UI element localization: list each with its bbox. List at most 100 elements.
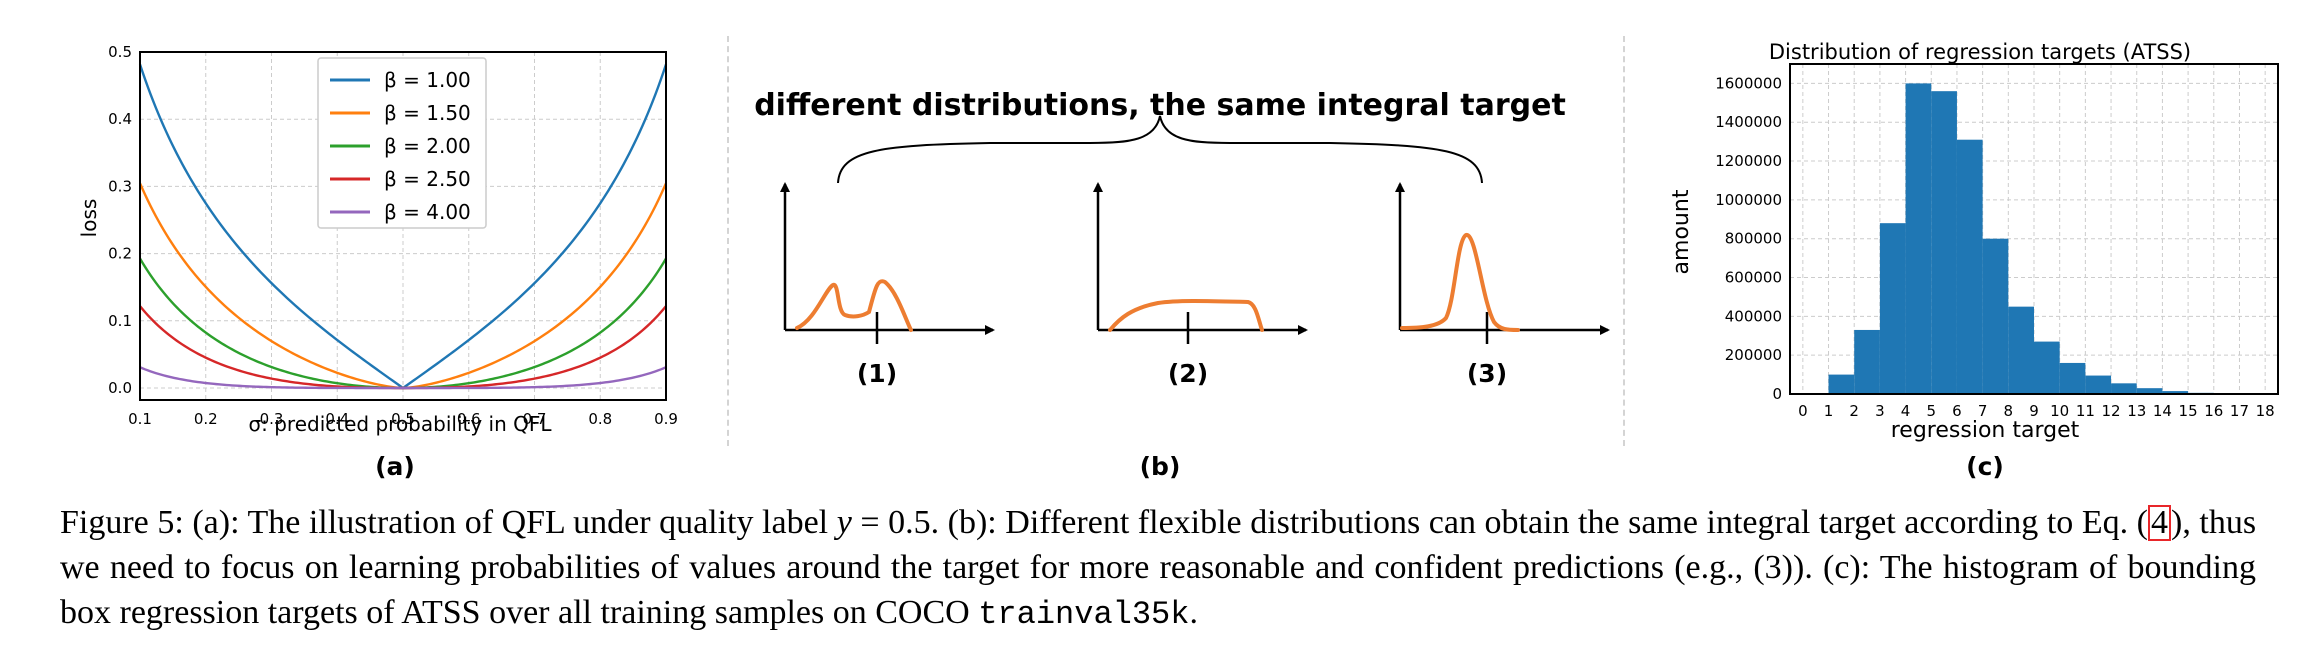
qfl-x-tick-label: 0.7 — [523, 410, 547, 428]
histogram-y-tick-label: 200000 — [1725, 346, 1782, 364]
separator-right — [1623, 36, 1625, 446]
histogram-x-tick-label: 13 — [2127, 402, 2146, 420]
histogram-x-tick-label: 15 — [2179, 402, 2198, 420]
histogram-x-tick-label: 5 — [1926, 402, 1936, 420]
histogram-x-tick-label: 16 — [2204, 402, 2223, 420]
histogram-y-tick-label: 800000 — [1725, 230, 1782, 248]
distribution-label: (3) — [1467, 359, 1507, 388]
qfl-plot-frame — [139, 51, 667, 401]
panel-b-distributions-diagram: different distributions, the same integr… — [730, 0, 1620, 490]
caption-ref-open: ( — [2136, 504, 2148, 541]
histogram-bar — [1931, 91, 1957, 395]
distribution-label: (1) — [857, 359, 897, 388]
histogram-bar — [1854, 329, 1880, 394]
histogram-y-ticks: 0 200000 400000 600000 800000 1000000 1200000 1… — [1715, 74, 1782, 403]
caption-end: . — [1189, 594, 1198, 631]
histogram-x-tick-label: 10 — [2050, 402, 2069, 420]
histogram-x-tick-label: 4 — [1901, 402, 1911, 420]
qfl-x-tick-label: 0.2 — [194, 410, 218, 428]
qfl-x-ticks: 0.1 0.2 0.3 0.4 0.5 0.6 0.7 0.8 0.9 — [128, 410, 678, 428]
qfl-legend-box — [317, 57, 487, 229]
caption-part-b: (b): Different flexible distributions ca… — [947, 504, 2129, 541]
qfl-y-tick-label: 0.1 — [108, 312, 132, 330]
qfl-x-tick-label: 0.1 — [128, 410, 152, 428]
histogram-x-tick-label: 1 — [1824, 402, 1834, 420]
qfl-y-ticks: 0.0 0.1 0.2 0.3 0.4 0.5 — [108, 43, 132, 397]
panel-c-histogram: Distribution of regression targets (ATSS… — [1630, 0, 2312, 490]
panel-a-label: (a) — [375, 452, 415, 481]
distribution-curve — [1400, 233, 1520, 332]
histogram-x-tick-label: 11 — [2076, 402, 2095, 420]
caption-dataset-name: trainval35k — [978, 596, 1190, 633]
qfl-y-tick-label: 0.4 — [108, 110, 132, 128]
histogram-x-tick-label: 8 — [2004, 402, 2014, 420]
qfl-x-axis-label: σ: predicted probability in QFL — [248, 412, 552, 436]
caption-part-a: (a): The illustration of QFL under quali… — [192, 504, 829, 541]
qfl-y-axis-label: loss — [77, 199, 101, 238]
histogram-y-tick-label: 1200000 — [1715, 152, 1782, 170]
distribution-curve — [795, 279, 913, 332]
histogram-plot-frame — [1789, 63, 2279, 395]
histogram-x-tick-label: 9 — [2029, 402, 2039, 420]
histogram-title: Distribution of regression targets (ATSS… — [1769, 40, 2191, 64]
histogram-bar — [2162, 391, 2189, 394]
histogram-x-tick-label: 14 — [2153, 402, 2172, 420]
distribution-diagrams: (1) (2) (3) — [780, 182, 1610, 388]
distribution-label: (2) — [1168, 359, 1208, 388]
histogram-bar — [1982, 238, 2009, 394]
histogram-bar — [1828, 374, 1855, 394]
caption-math-eq: = 0.5. — [851, 504, 940, 541]
figure-caption: Figure 5: (a): The illustration of QFL u… — [60, 500, 2256, 637]
qfl-y-tick-label: 0.0 — [108, 379, 132, 397]
histogram-y-axis-label: amount — [1669, 189, 1694, 274]
histogram-bar — [1956, 139, 1983, 394]
qfl-x-tick-label: 0.3 — [260, 410, 284, 428]
histogram-bar — [2085, 375, 2112, 394]
histogram-bar — [1879, 223, 1906, 394]
qfl-lines — [138, 63, 668, 390]
qfl-legend-label: β = 1.50 — [384, 101, 471, 125]
histogram-y-tick-label: 1400000 — [1715, 113, 1782, 131]
panel-c-label: (c) — [1966, 452, 2004, 481]
equation-ref-link[interactable]: 4 — [2148, 505, 2171, 541]
histogram-y-tick-label: 600000 — [1725, 269, 1782, 287]
histogram-x-tick-label: 2 — [1849, 402, 1859, 420]
qfl-x-tick-label: 0.6 — [457, 410, 481, 428]
qfl-x-tick-label: 0.8 — [588, 410, 612, 428]
separator-left — [727, 36, 729, 446]
qfl-x-tick-label: 0.5 — [391, 410, 415, 428]
caption-ref-close: ) — [2171, 504, 2183, 541]
histogram-x-tick-label: 3 — [1875, 402, 1885, 420]
distribution-diagram-1: (1) — [780, 182, 995, 388]
qfl-y-tick-label: 0.5 — [108, 43, 132, 61]
histogram-y-tick-label: 1000000 — [1715, 191, 1782, 209]
histogram-x-tick-label: 17 — [2230, 402, 2249, 420]
histogram-bar — [2111, 383, 2137, 394]
histogram-x-ticks: 0 1 2 3 4 5 6 7 8 9 10 11 12 13 14 15 16 17 18 — [1798, 402, 2275, 420]
qfl-legend-label: β = 2.50 — [384, 167, 471, 191]
qfl-series-line — [139, 366, 667, 390]
histogram-y-tick-label: 0 — [1772, 385, 1782, 403]
qfl-x-tick-label: 0.4 — [325, 410, 349, 428]
histogram-x-axis-label: regression target — [1891, 418, 2080, 443]
histogram-x-tick-label: 6 — [1952, 402, 1962, 420]
histogram-y-tick-label: 400000 — [1725, 307, 1782, 325]
panel-b-label: (b) — [1140, 452, 1181, 481]
distribution-curve — [1108, 299, 1264, 332]
histogram-svg: Distribution of regression targets (ATSS… — [1669, 40, 2279, 481]
curly-brace — [837, 115, 1483, 184]
caption-math-y: y — [836, 504, 852, 541]
histogram-bar — [2008, 306, 2034, 394]
histogram-bar — [1905, 83, 1932, 394]
qfl-y-tick-label: 0.2 — [108, 245, 132, 263]
qfl-y-tick-label: 0.3 — [108, 177, 132, 195]
histogram-x-tick-label: 12 — [2102, 402, 2121, 420]
caption-part-c: , thus we need to focus on learning prob… — [60, 504, 2257, 631]
histogram-x-tick-label: 0 — [1798, 402, 1808, 420]
histogram-bar — [2059, 362, 2086, 394]
distribution-diagram-3: (3) — [1395, 182, 1610, 388]
qfl-legend-label: β = 2.00 — [384, 134, 471, 158]
histogram-x-tick-label: 7 — [1978, 402, 1988, 420]
distribution-diagram-2: (2) — [1093, 182, 1308, 388]
qfl-legend: β = 1.00 β = 1.50 β = 2.00 β = 2.50 β = 4.00 — [317, 57, 487, 229]
